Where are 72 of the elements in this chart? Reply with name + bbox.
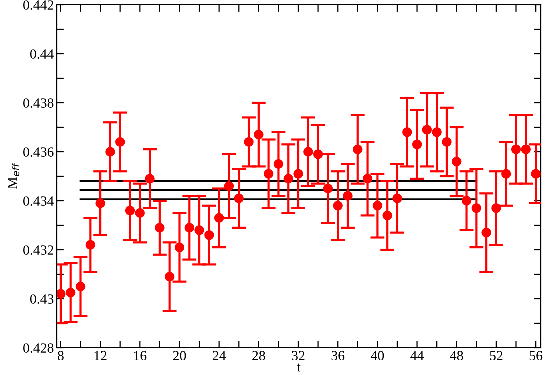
y-axis-title: M$_{eff}$ <box>8 162 20 189</box>
x-tick-label: 8 <box>58 351 64 361</box>
point <box>66 288 76 298</box>
point <box>392 194 402 204</box>
point <box>482 228 492 238</box>
point <box>422 125 432 135</box>
x-tick-label: 40 <box>371 351 384 361</box>
x-tick-label: 28 <box>252 351 266 361</box>
x-tick-label: 12 <box>94 351 107 360</box>
point <box>57 289 66 299</box>
point <box>412 140 422 150</box>
point <box>194 226 204 236</box>
x-tick-label: 32 <box>292 351 305 361</box>
point <box>501 169 512 179</box>
point <box>174 242 185 252</box>
point <box>284 174 294 184</box>
point <box>244 137 254 148</box>
point <box>521 144 532 154</box>
y-tick-label: 0.436 <box>24 148 54 158</box>
point <box>323 184 334 194</box>
point <box>313 150 324 160</box>
x-tick-label: 20 <box>173 351 186 361</box>
y-tick-label: 0.438 <box>24 98 54 108</box>
point <box>492 203 502 214</box>
y-tick-label: 0.44 <box>30 50 54 60</box>
point <box>86 240 96 250</box>
point <box>204 230 214 240</box>
point <box>472 203 482 214</box>
point <box>304 147 314 157</box>
point <box>145 174 155 184</box>
point <box>115 137 126 148</box>
y-tick-label: 0.434 <box>24 196 54 206</box>
point <box>184 223 194 233</box>
point <box>531 169 541 179</box>
x-tick-label: 52 <box>490 351 503 361</box>
point <box>382 210 392 221</box>
x-tick-label: 48 <box>450 351 464 361</box>
point <box>462 196 472 206</box>
y-tick-label: 0.43 <box>30 294 54 304</box>
point <box>432 128 442 138</box>
point <box>372 201 383 211</box>
point <box>214 213 224 224</box>
x-tick-label: 44 <box>410 351 424 360</box>
point <box>155 223 165 233</box>
point <box>264 169 274 179</box>
point <box>254 130 264 140</box>
point <box>234 194 244 204</box>
point <box>333 201 343 211</box>
x-tick-label: 24 <box>212 351 226 360</box>
point <box>274 159 284 170</box>
point <box>353 144 363 154</box>
point <box>96 198 106 208</box>
point <box>224 181 234 192</box>
point <box>452 156 462 167</box>
point <box>402 128 412 138</box>
point <box>343 191 353 201</box>
y-tick-label: 0.442 <box>24 0 54 10</box>
point <box>442 137 452 148</box>
x-axis-title: t <box>297 364 301 372</box>
y-tick-label: 0.428 <box>24 344 54 354</box>
point <box>294 169 304 179</box>
point <box>76 282 86 292</box>
x-tick-label: 56 <box>530 351 543 361</box>
x-tick-label: 16 <box>134 351 147 361</box>
point <box>135 208 146 218</box>
x-tick-label: 36 <box>332 351 345 361</box>
point <box>164 272 175 282</box>
y-tick-label: 0.432 <box>24 246 54 256</box>
point <box>106 147 116 157</box>
point <box>125 206 136 216</box>
point <box>511 144 522 154</box>
point <box>362 174 373 184</box>
